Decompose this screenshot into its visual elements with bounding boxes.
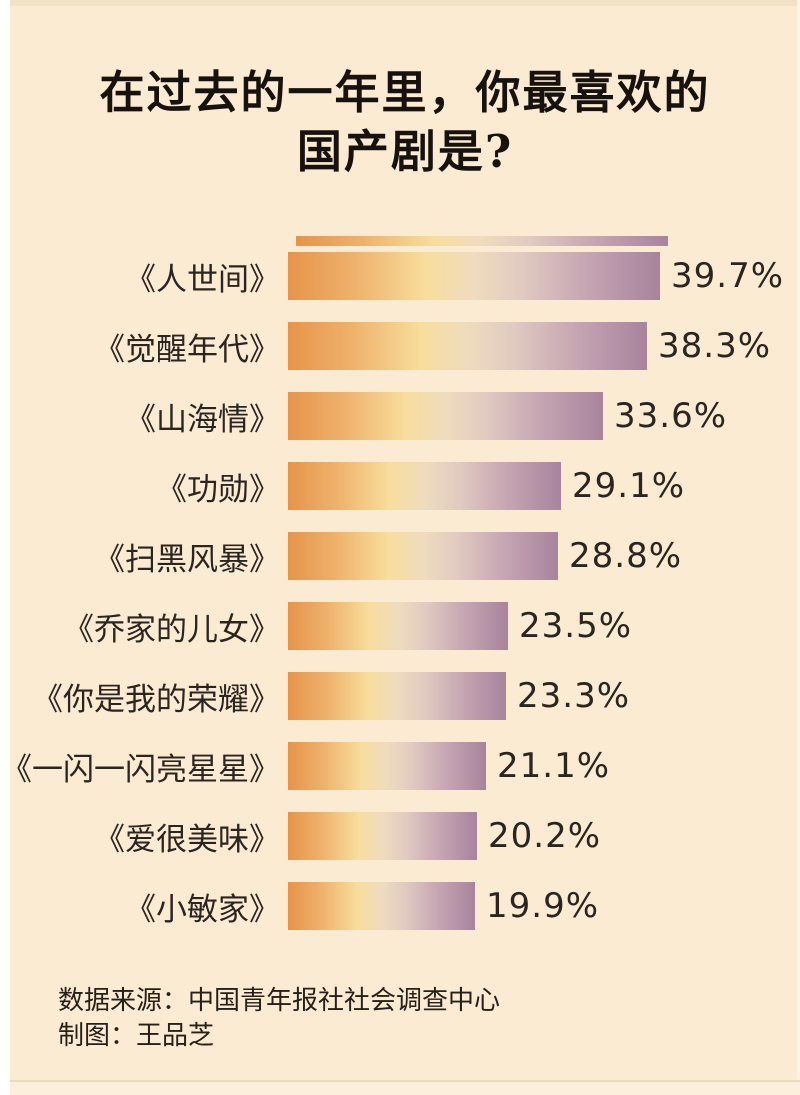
category-label: 《山海情》 bbox=[125, 401, 280, 438]
credit-text: 制图：王品芝 bbox=[58, 1021, 215, 1052]
value-label: 23.3% bbox=[517, 676, 631, 716]
value-label: 28.8% bbox=[569, 536, 683, 576]
bar-row: 《扫黑风暴》 28.8% bbox=[0, 521, 800, 591]
category-label: 《爱很美味》 bbox=[94, 821, 280, 858]
bar-row: 《觉醒年代》 38.3% bbox=[0, 311, 800, 381]
bar bbox=[288, 882, 475, 930]
chart-title-line1: 在过去的一年里，你最喜欢的 bbox=[99, 66, 711, 119]
bar bbox=[288, 742, 486, 790]
bar-row: 《人世间》 39.7% bbox=[0, 241, 800, 311]
bar-row: 《山海情》 33.6% bbox=[0, 381, 800, 451]
bar-row: 《小敏家》 19.9% bbox=[0, 871, 800, 941]
data-source-text: 数据来源：中国青年报社社会调查中心 bbox=[58, 986, 501, 1016]
bar-chart: 《人世间》 39.7% 《觉醒年代》 38.3% 《山海情》 33.6% 《功勋》 29.1%… bbox=[0, 241, 800, 941]
bar bbox=[288, 462, 561, 510]
category-label: 《一闪一闪亮星星》 bbox=[1, 751, 280, 788]
value-label: 38.3% bbox=[658, 326, 772, 366]
right-edge-strip bbox=[797, 0, 800, 1095]
category-label: 《小敏家》 bbox=[125, 891, 280, 928]
bar bbox=[288, 322, 647, 370]
value-label: 19.9% bbox=[486, 886, 600, 926]
bottom-edge-strip bbox=[10, 1082, 800, 1095]
top-edge-band bbox=[10, 0, 800, 6]
bar bbox=[288, 532, 558, 580]
category-label: 《功勋》 bbox=[156, 471, 280, 508]
bar-row: 《爱很美味》 20.2% bbox=[0, 801, 800, 871]
bar bbox=[288, 252, 660, 300]
value-label: 21.1% bbox=[497, 746, 611, 786]
category-label: 《觉醒年代》 bbox=[94, 331, 280, 368]
bar bbox=[288, 392, 603, 440]
bar bbox=[288, 812, 477, 860]
value-label: 29.1% bbox=[572, 466, 686, 506]
value-label: 39.7% bbox=[671, 256, 785, 296]
value-label: 23.5% bbox=[519, 606, 633, 646]
bar-row: 《乔家的儿女》 23.5% bbox=[0, 591, 800, 661]
category-label: 《扫黑风暴》 bbox=[94, 541, 280, 578]
bar-row: 《一闪一闪亮星星》 21.1% bbox=[0, 731, 800, 801]
category-label: 《乔家的儿女》 bbox=[63, 611, 280, 648]
category-label: 《你是我的荣耀》 bbox=[32, 681, 280, 718]
category-label: 《人世间》 bbox=[125, 261, 280, 298]
bar-rows: 《人世间》 39.7% 《觉醒年代》 38.3% 《山海情》 33.6% 《功勋》 29.1%… bbox=[0, 241, 800, 941]
bar-row: 《功勋》 29.1% bbox=[0, 451, 800, 521]
value-label: 33.6% bbox=[614, 396, 728, 436]
bar-row: 《你是我的荣耀》 23.3% bbox=[0, 661, 800, 731]
bar bbox=[288, 672, 506, 720]
chart-title: 在过去的一年里，你最喜欢的 国产剧是? bbox=[10, 64, 800, 181]
left-margin-strip bbox=[0, 0, 10, 1095]
cropped-bar-remnant bbox=[296, 236, 668, 246]
chart-footer: 数据来源：中国青年报社社会调查中心 制图：王品芝 bbox=[58, 984, 500, 1054]
chart-title-line2: 国产剧是? bbox=[296, 124, 514, 178]
bottom-edge-line bbox=[10, 1080, 800, 1082]
value-label: 20.2% bbox=[488, 816, 602, 856]
bar bbox=[288, 602, 508, 650]
